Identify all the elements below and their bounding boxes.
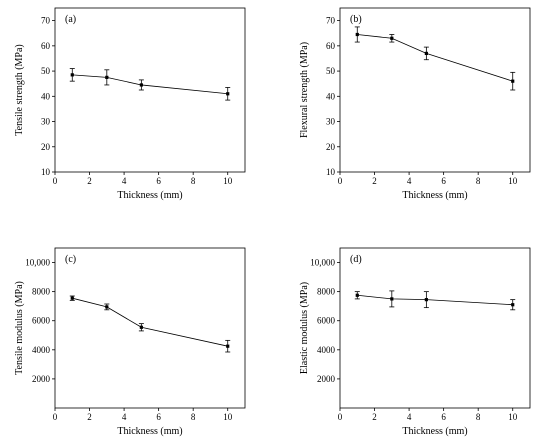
y-tick-label: 4000	[317, 345, 336, 355]
y-tick-label: 40	[326, 91, 336, 101]
data-point	[424, 51, 428, 56]
x-tick-label: 8	[191, 176, 196, 186]
data-point	[390, 297, 394, 301]
data-point	[226, 92, 230, 96]
x-tick-label: 10	[508, 412, 518, 422]
y-tick-label: 10	[326, 167, 336, 177]
x-tick-label: 10	[223, 176, 233, 186]
plot-frame	[339, 7, 531, 173]
x-axis-title: Thickness (mm)	[117, 190, 182, 201]
y-tick-label: 40	[41, 91, 51, 101]
y-tick-label: 20	[41, 142, 51, 152]
data-point	[424, 298, 428, 302]
x-tick-label: 6	[441, 176, 446, 186]
series-line	[72, 74, 228, 95]
data-point	[105, 305, 109, 309]
y-tick-label: 10,000	[310, 258, 335, 268]
y-axis-title: Tensile strength (MPa)	[14, 44, 25, 136]
panel-label: (c)	[65, 254, 76, 265]
panel-1: 0 2 4 6 8 10 10 20 30 40 50 60 70 Thickness (mm) Tensi…	[14, 7, 246, 201]
data-point	[511, 303, 515, 307]
y-tick-label: 30	[326, 117, 336, 127]
data-point	[511, 79, 515, 83]
y-tick-label: 60	[41, 41, 51, 51]
y-tick-label: 70	[41, 16, 51, 26]
x-tick-label: 2	[372, 412, 377, 422]
y-tick-label: 20	[326, 142, 336, 152]
data-point	[70, 296, 74, 300]
data-point	[139, 325, 143, 329]
panel-label: (a)	[65, 14, 76, 25]
data-point	[355, 32, 359, 37]
data-point	[105, 75, 109, 79]
x-tick-label: 2	[87, 176, 92, 186]
x-axis-title: Thickness (mm)	[117, 426, 182, 437]
series-line	[357, 294, 513, 306]
x-tick-label: 6	[441, 412, 446, 422]
x-tick-label: 4	[122, 412, 127, 422]
y-tick-label: 8000	[317, 287, 336, 297]
x-tick-label: 8	[476, 176, 481, 186]
x-tick-label: 4	[407, 412, 412, 422]
x-tick-label: 0	[53, 176, 58, 186]
y-tick-label: 50	[326, 66, 336, 76]
x-tick-label: 2	[372, 176, 377, 186]
x-tick-label: 0	[338, 176, 343, 186]
x-tick-label: 6	[156, 412, 161, 422]
y-tick-label: 2000	[32, 374, 51, 384]
data-point	[139, 83, 143, 87]
panel-label: (d)	[350, 254, 362, 265]
plot-frame	[339, 247, 531, 409]
series-line	[357, 34, 513, 82]
y-tick-label: 6000	[317, 316, 336, 326]
panel-4: 0 2 4 6 8 10 2000 4000 6000 8000 10,000 Thickness (…	[299, 247, 531, 437]
y-tick-label: 10	[41, 167, 51, 177]
x-tick-label: 8	[191, 412, 196, 422]
y-tick-label: 10,000	[25, 258, 50, 268]
y-tick-label: 2000	[317, 374, 336, 384]
plot-frame	[54, 247, 246, 409]
data-point	[70, 73, 74, 77]
data-point	[226, 344, 230, 348]
x-tick-label: 10	[223, 412, 233, 422]
plot-frame	[54, 7, 246, 173]
y-axis-title: Tensile modulus (MPa)	[14, 281, 25, 375]
x-tick-label: 2	[87, 412, 92, 422]
y-tick-label: 30	[41, 117, 51, 127]
data-point	[390, 36, 394, 40]
x-axis-title: Thickness (mm)	[402, 190, 467, 201]
x-tick-label: 4	[407, 176, 412, 186]
y-tick-label: 8000	[32, 287, 51, 297]
x-tick-label: 0	[53, 412, 58, 422]
x-tick-label: 6	[156, 176, 161, 186]
x-tick-label: 10	[508, 176, 518, 186]
y-tick-label: 4000	[32, 345, 51, 355]
panel-2: 0 2 4 6 8 10 10 20 30 40 50 60 70 Thickness (mm) Flexu…	[299, 7, 531, 201]
panel-3: 0 2 4 6 8 10 2000 4000 6000 8000 10,000 Thickness (…	[14, 247, 246, 437]
y-tick-label: 60	[326, 41, 336, 51]
y-tick-label: 70	[326, 16, 336, 26]
x-axis-title: Thickness (mm)	[402, 426, 467, 437]
data-point	[355, 293, 359, 297]
y-tick-label: 6000	[32, 316, 51, 326]
panel-label: (b)	[350, 14, 362, 25]
y-axis-title: Flexural strength (MPa)	[299, 42, 310, 138]
y-tick-label: 50	[41, 66, 51, 76]
x-tick-label: 4	[122, 176, 127, 186]
x-tick-label: 8	[476, 412, 481, 422]
y-axis-title: Elastic modulus (MPa)	[299, 282, 310, 374]
series-line	[72, 297, 228, 347]
x-tick-label: 0	[338, 412, 343, 422]
